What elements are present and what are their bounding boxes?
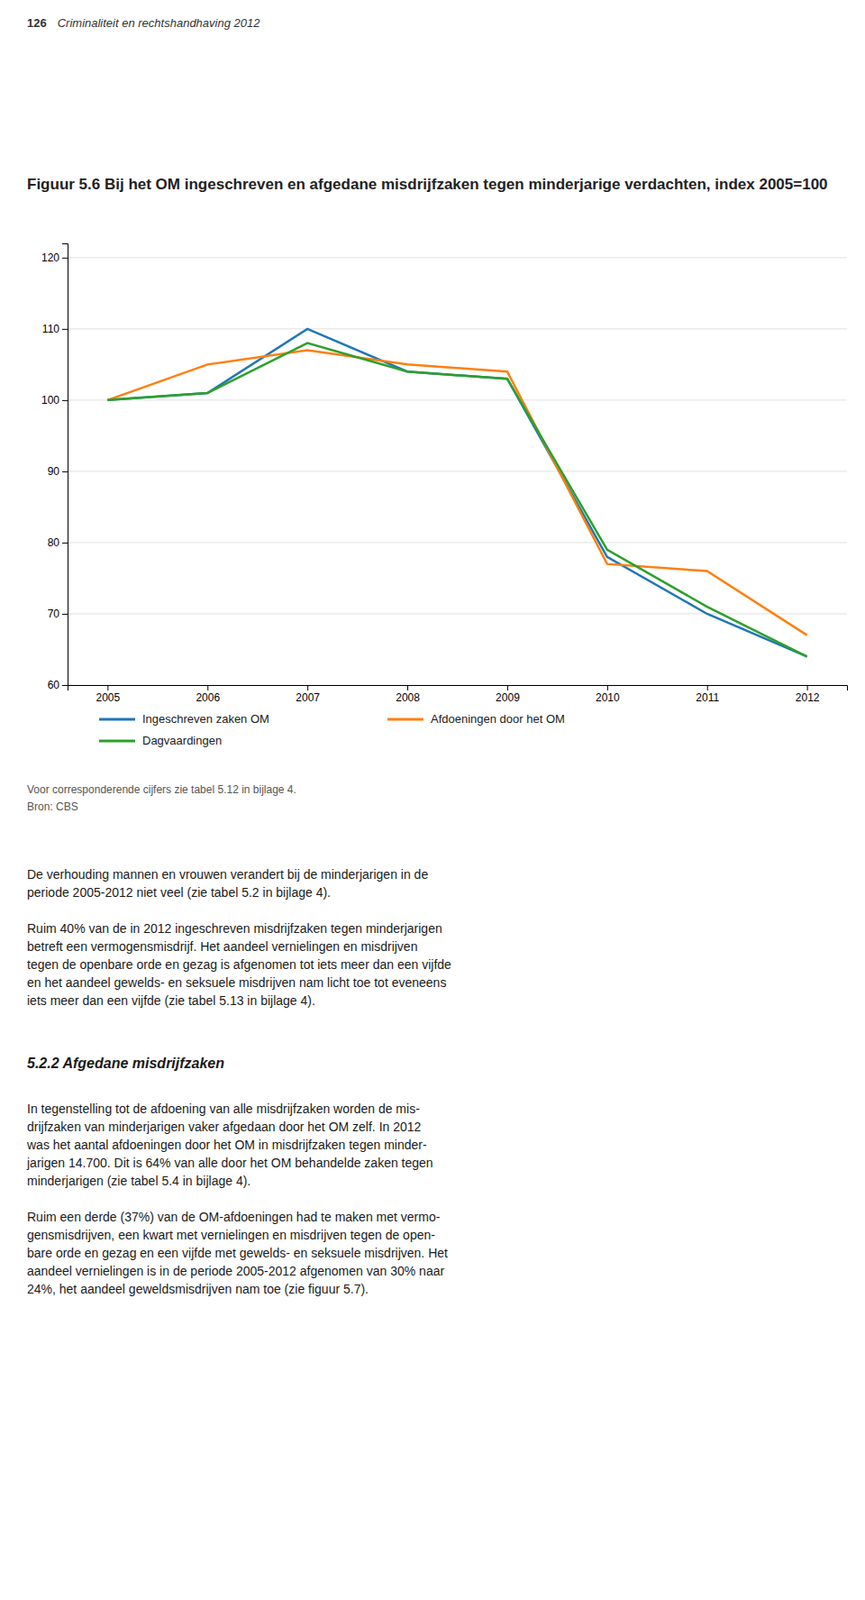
body-text: jarigen 14.700. Dit is 64% van alle door… [26, 1155, 434, 1170]
section-header: 5.2.2 Afgedane misdrijfzaken [27, 1055, 225, 1071]
grid-line [67, 612, 847, 614]
tick-mark [62, 471, 68, 473]
legend-item: Afdoeningen door het OM [387, 711, 565, 726]
tick-label: 2008 [395, 691, 420, 704]
tick: 100 [41, 393, 68, 407]
tick: 60 [47, 678, 68, 692]
legend-swatch [99, 718, 136, 721]
tick-label: 70 [47, 607, 61, 620]
body-text: De verhouding mannen en vrouwen verander… [27, 866, 428, 882]
tick: 2009 [495, 684, 520, 704]
legend-label: Afdoeningen door het OM [430, 711, 565, 726]
tick-label: 110 [42, 322, 60, 336]
tick: 2008 [395, 684, 420, 704]
tick: 90 [47, 464, 68, 478]
legend-label: Ingeschreven zaken OM [142, 711, 270, 726]
axis-domain [62, 244, 69, 686]
body-text: bare orde en gezag en een vijfde met gew… [27, 1245, 448, 1260]
tick: 2011 [695, 684, 720, 704]
body-text: Ruim 40% van de in 2012 ingeschreven mis… [27, 920, 443, 936]
legend-label: Dagvaardingen [142, 733, 222, 747]
tick: 70 [47, 607, 68, 620]
legend-swatch [387, 718, 424, 721]
legend: Ingeschreven zaken OM Afdoeningen door he… [99, 711, 565, 747]
tick-mark [62, 542, 68, 544]
tick: 2012 [795, 684, 820, 704]
tick-label: 60 [47, 678, 61, 692]
body-text: 24%, het aandeel geweldsmisdrijven nam t… [27, 1281, 369, 1296]
tick-mark [62, 613, 68, 615]
tick-mark [107, 684, 109, 691]
tick: 2006 [195, 684, 220, 704]
page-header: Criminaliteit en rechtshandhaving 2012 [57, 16, 262, 30]
body-text: tegen de openbare orde en gezag is afgen… [27, 956, 452, 972]
page-number: 126 [27, 16, 47, 30]
body-text: In tegenstelling tot de afdoening van al… [27, 1101, 420, 1116]
body-text: betreft een vermogensmisdrijf. Het aande… [27, 938, 418, 954]
tick-label: 2009 [495, 691, 520, 704]
tick-label: 100 [41, 393, 60, 407]
axis-domain [68, 685, 848, 692]
y-axis: 60 70 80 90 100 110 120 [41, 244, 69, 692]
tick-mark [807, 684, 809, 691]
tick-mark [62, 328, 68, 330]
tick: 2007 [295, 684, 320, 704]
page: 126 Criminaliteit en rechtshandhaving 201… [0, 0, 865, 1600]
tick-mark [62, 684, 68, 686]
tick-mark [507, 684, 509, 691]
x-axis: 2005 2006 2007 2008 2009 2010 2011 2012 [68, 684, 848, 704]
series-line [107, 350, 807, 636]
source-note: Voor corresponderende cijfers zie tabel … [27, 783, 297, 796]
tick-label: 90 [47, 464, 61, 478]
tick-label: 120 [41, 251, 60, 265]
source-note: Bron: CBS [27, 800, 79, 813]
body-text: Ruim een derde (37%) van de OM-afdoening… [27, 1209, 441, 1224]
tick-mark [62, 257, 68, 259]
legend-item: Ingeschreven zaken OM [99, 711, 270, 726]
body-text: iets meer dan een vijfde (zie tabel 5.13… [27, 992, 316, 1008]
tick: 2010 [595, 684, 620, 704]
grid-line [67, 327, 847, 329]
grid [67, 257, 847, 685]
tick-label: 2011 [695, 691, 720, 704]
tick-label: 2012 [795, 691, 820, 704]
chart-title: Figuur 5.6 Bij het OM ingeschreven en af… [27, 175, 829, 193]
title-line: Figuur 5.6 Bij het OM ingeschreven en af… [27, 175, 829, 193]
tick-label: 2006 [195, 691, 220, 704]
series-line [107, 328, 807, 657]
tick: 2005 [96, 684, 121, 704]
tick-mark [707, 684, 709, 691]
tick-mark [207, 684, 209, 691]
tick-mark [307, 684, 309, 691]
legend-swatch [99, 739, 136, 743]
body-text: aandeel vernielingen is in de periode 20… [27, 1263, 445, 1278]
grid-line [67, 256, 847, 258]
tick: 80 [47, 536, 68, 549]
grid-line [67, 470, 847, 472]
grid-line [67, 399, 847, 401]
tick-mark [407, 684, 409, 691]
plot-area [107, 328, 807, 657]
chart: 2005 2006 2007 2008 2009 2010 2011 2012 60 70 80 90… [41, 244, 848, 704]
legend-item: Dagvaardingen [99, 733, 222, 747]
body-text: periode 2005-2012 niet veel (zie tabel 5… [27, 884, 331, 900]
tick: 120 [41, 251, 68, 265]
body-text: en het aandeel gewelds- en seksuele misd… [27, 974, 447, 990]
body-text: drijfzaken van minderjarigen vaker afged… [27, 1119, 422, 1134]
body-text: was het aantal afdoeningen door het OM i… [26, 1137, 428, 1152]
tick: 110 [42, 322, 68, 336]
tick-label: 2005 [96, 691, 121, 704]
tick-mark [62, 400, 68, 401]
series-line [107, 343, 807, 657]
tick-label: 2007 [295, 691, 320, 704]
tick-mark [607, 684, 609, 691]
tick-label: 2010 [595, 691, 620, 704]
tick-label: 80 [47, 536, 61, 549]
body-text: gensmisdrijven, een kwart met vernieling… [27, 1227, 436, 1242]
body-text: minderjarigen (zie tabel 5.4 in bijlage … [27, 1173, 251, 1188]
grid-line [67, 541, 847, 543]
